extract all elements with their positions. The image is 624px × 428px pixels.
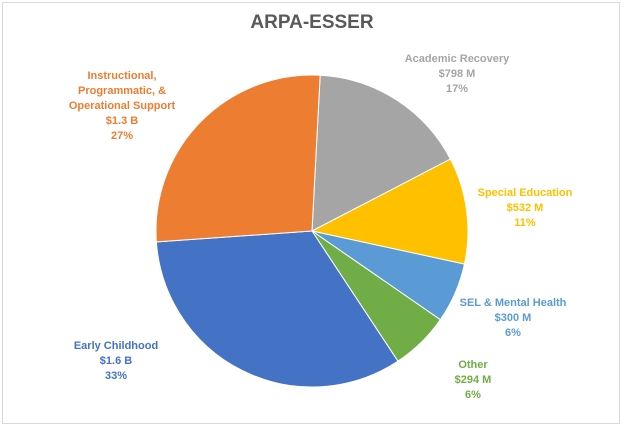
slice-value: $294 M	[454, 374, 492, 386]
slice-percent: 6%	[505, 327, 521, 339]
slice-name-line: Operational Support	[68, 100, 176, 112]
label-instructional-support: Instructional, Programmatic, & Operation…	[69, 69, 175, 144]
slice-value: $1.6 B	[99, 355, 133, 367]
pie-slice-instructional-programmatic-operational-support	[155, 74, 321, 243]
slice-name-line: Instructional,	[87, 70, 157, 82]
slice-percent: 11%	[514, 217, 536, 229]
slice-percent: 27%	[110, 130, 134, 142]
label-academic-recovery: Academic Recovery $798 M 17%	[405, 52, 510, 97]
slice-name: Early Childhood	[73, 340, 159, 352]
chart-title: ARPA-ESSER	[250, 12, 374, 33]
slice-name-line: Programmatic, &	[77, 85, 167, 97]
chart-frame	[2, 2, 620, 424]
slice-percent: 6%	[465, 389, 481, 401]
label-other: Other $294 M 6%	[455, 358, 492, 403]
slice-value: $300 M	[494, 312, 532, 324]
pie-slice-special-education	[310, 158, 469, 265]
slice-value: $532 M	[506, 202, 544, 214]
slice-value: $1.3 B	[105, 115, 139, 127]
slice-percent: 17%	[445, 83, 469, 95]
slice-name: SEL & Mental Health	[459, 297, 567, 309]
slice-value: $798 M	[438, 68, 476, 80]
slice-percent: 33%	[104, 370, 128, 382]
label-special-education: Special Education $532 M 11%	[478, 186, 573, 231]
label-early-childhood: Early Childhood $1.6 B 33%	[74, 339, 158, 384]
slice-name: Academic Recovery	[404, 53, 510, 65]
slice-name: Special Education	[477, 187, 573, 199]
label-sel-mental-health: SEL & Mental Health $300 M 6%	[460, 296, 567, 341]
pie-slice-academic-recovery	[311, 74, 452, 232]
slice-name: Other	[458, 359, 488, 371]
pie-slice-early-childhood	[155, 230, 399, 388]
